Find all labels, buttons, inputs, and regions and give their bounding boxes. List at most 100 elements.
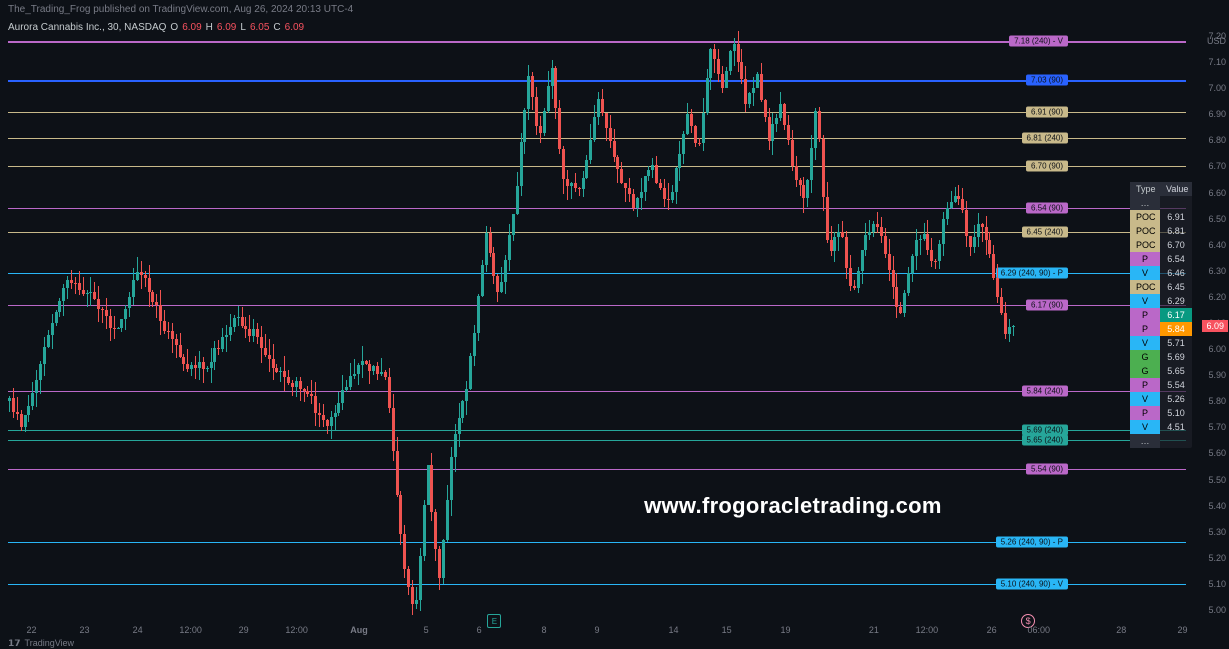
- level-label: 5.26 (240, 90) - P: [996, 537, 1068, 548]
- level-label: 7.18 (240) - V: [1009, 36, 1068, 47]
- x-tick: 8: [541, 625, 546, 635]
- table-row: G5.65: [1130, 364, 1192, 378]
- level-label: 6.70 (90): [1026, 161, 1068, 172]
- horizontal-level: [8, 80, 1186, 82]
- level-label: 5.69 (240): [1022, 424, 1068, 435]
- current-price-pill: 6.09: [1202, 320, 1228, 332]
- y-tick: 6.70: [1208, 161, 1226, 171]
- table-row: POC6.81: [1130, 224, 1192, 238]
- x-tick: 6: [477, 625, 482, 635]
- ohlc-o: 6.09: [182, 22, 201, 33]
- table-row: POC6.91: [1130, 210, 1192, 224]
- publish-text: The_Trading_Frog published on TradingVie…: [8, 4, 353, 15]
- x-tick: 29: [1177, 625, 1187, 635]
- level-label: 5.54 (90): [1026, 464, 1068, 475]
- x-tick: 9: [594, 625, 599, 635]
- x-axis: 22 23 24 12:00 29 12:00 Aug 5 6 8 9 14 15 19 21 12:00 26…: [8, 625, 1186, 639]
- y-tick: 7.20: [1208, 31, 1226, 41]
- y-tick: 6.50: [1208, 214, 1226, 224]
- table-row: V5.71: [1130, 336, 1192, 350]
- x-tick: 12:00: [179, 625, 202, 635]
- tv-logo-icon: 𝟭𝟳: [8, 638, 21, 649]
- table-row: V6.46: [1130, 266, 1192, 280]
- x-tick: 15: [722, 625, 732, 635]
- level-label: 6.54 (90): [1026, 203, 1068, 214]
- horizontal-level: [8, 305, 1186, 306]
- table-row: G5.69: [1130, 350, 1192, 364]
- horizontal-level: [8, 138, 1186, 139]
- horizontal-level: [8, 232, 1186, 233]
- table-row: P6.54: [1130, 252, 1192, 266]
- footer-text: TradingView: [25, 638, 75, 648]
- table-row: V5.26: [1130, 392, 1192, 406]
- table-row: P5.10: [1130, 406, 1192, 420]
- level-label: 6.81 (240): [1022, 132, 1068, 143]
- y-tick: 6.30: [1208, 266, 1226, 276]
- y-tick: 6.20: [1208, 292, 1226, 302]
- x-tick: 06:00: [1027, 625, 1050, 635]
- y-tick: 6.00: [1208, 344, 1226, 354]
- level-label: 5.65 (240): [1022, 435, 1068, 446]
- ohlc-l-label: L: [240, 22, 246, 33]
- publish-info: The_Trading_Frog published on TradingVie…: [0, 0, 1229, 18]
- table-row: V6.29: [1130, 294, 1192, 308]
- ohlc-h: 6.09: [217, 22, 236, 33]
- x-tick: 29: [239, 625, 249, 635]
- x-tick: 26: [987, 625, 997, 635]
- x-tick: 22: [27, 625, 37, 635]
- y-tick: 5.90: [1208, 370, 1226, 380]
- x-tick: 19: [780, 625, 790, 635]
- symbol-info-bar: Aurora Cannabis Inc., 30, NASDAQ O 6.09 H…: [0, 18, 1229, 36]
- y-tick: 6.90: [1208, 109, 1226, 119]
- table-row: POC6.70: [1130, 238, 1192, 252]
- ohlc-c-label: C: [273, 22, 280, 33]
- x-tick: 24: [133, 625, 143, 635]
- y-tick: 6.60: [1208, 188, 1226, 198]
- ohlc-o-label: O: [170, 22, 178, 33]
- x-tick: Aug: [350, 625, 368, 635]
- chart-area[interactable]: USD7.207.107.006.906.806.706.606.506.406…: [8, 36, 1186, 630]
- y-tick: 6.80: [1208, 135, 1226, 145]
- ohlc-l: 6.05: [250, 22, 269, 33]
- x-tick: 23: [80, 625, 90, 635]
- horizontal-level: [8, 166, 1186, 167]
- footer: 𝟭𝟳 TradingView: [8, 637, 74, 649]
- y-tick: 5.70: [1208, 422, 1226, 432]
- table-row: POC6.45: [1130, 280, 1192, 294]
- y-tick: 5.00: [1208, 605, 1226, 615]
- x-tick: 14: [669, 625, 679, 635]
- level-label: 6.17 (90): [1026, 299, 1068, 310]
- level-label: 6.91 (90): [1026, 106, 1068, 117]
- level-label: 5.10 (240, 90) - V: [996, 578, 1068, 589]
- level-label: 6.29 (240, 90) - P: [996, 268, 1068, 279]
- y-tick: 5.80: [1208, 396, 1226, 406]
- level-label: 5.84 (240): [1022, 385, 1068, 396]
- symbol-name: Aurora Cannabis Inc., 30, NASDAQ: [8, 22, 166, 33]
- y-tick: 5.30: [1208, 527, 1226, 537]
- level-label: 6.45 (240): [1022, 226, 1068, 237]
- table-row: V4.51: [1130, 420, 1192, 434]
- y-tick: 5.50: [1208, 475, 1226, 485]
- watermark: www.frogoracletrading.com: [644, 493, 942, 519]
- horizontal-level: [8, 430, 1186, 431]
- level-label: 7.03 (90): [1026, 75, 1068, 86]
- table-row: P5.84: [1130, 322, 1192, 336]
- horizontal-level: [8, 208, 1186, 209]
- horizontal-level: [8, 469, 1186, 470]
- ohlc-h-label: H: [206, 22, 213, 33]
- y-tick: 5.10: [1208, 579, 1226, 589]
- x-tick: 5: [424, 625, 429, 635]
- x-tick: 28: [1116, 625, 1126, 635]
- y-tick: 5.60: [1208, 448, 1226, 458]
- ohlc-c: 6.09: [285, 22, 304, 33]
- y-tick: 6.40: [1208, 240, 1226, 250]
- x-tick: 12:00: [285, 625, 308, 635]
- x-tick: 12:00: [916, 625, 939, 635]
- levels-table: TypeValue…POC6.91POC6.81POC6.70P6.54V6.4…: [1130, 182, 1192, 448]
- y-tick: 5.20: [1208, 553, 1226, 563]
- horizontal-level: [8, 440, 1186, 441]
- y-tick: 7.10: [1208, 57, 1226, 67]
- horizontal-level: [8, 391, 1186, 392]
- x-tick: 21: [869, 625, 879, 635]
- y-tick: 5.40: [1208, 501, 1226, 511]
